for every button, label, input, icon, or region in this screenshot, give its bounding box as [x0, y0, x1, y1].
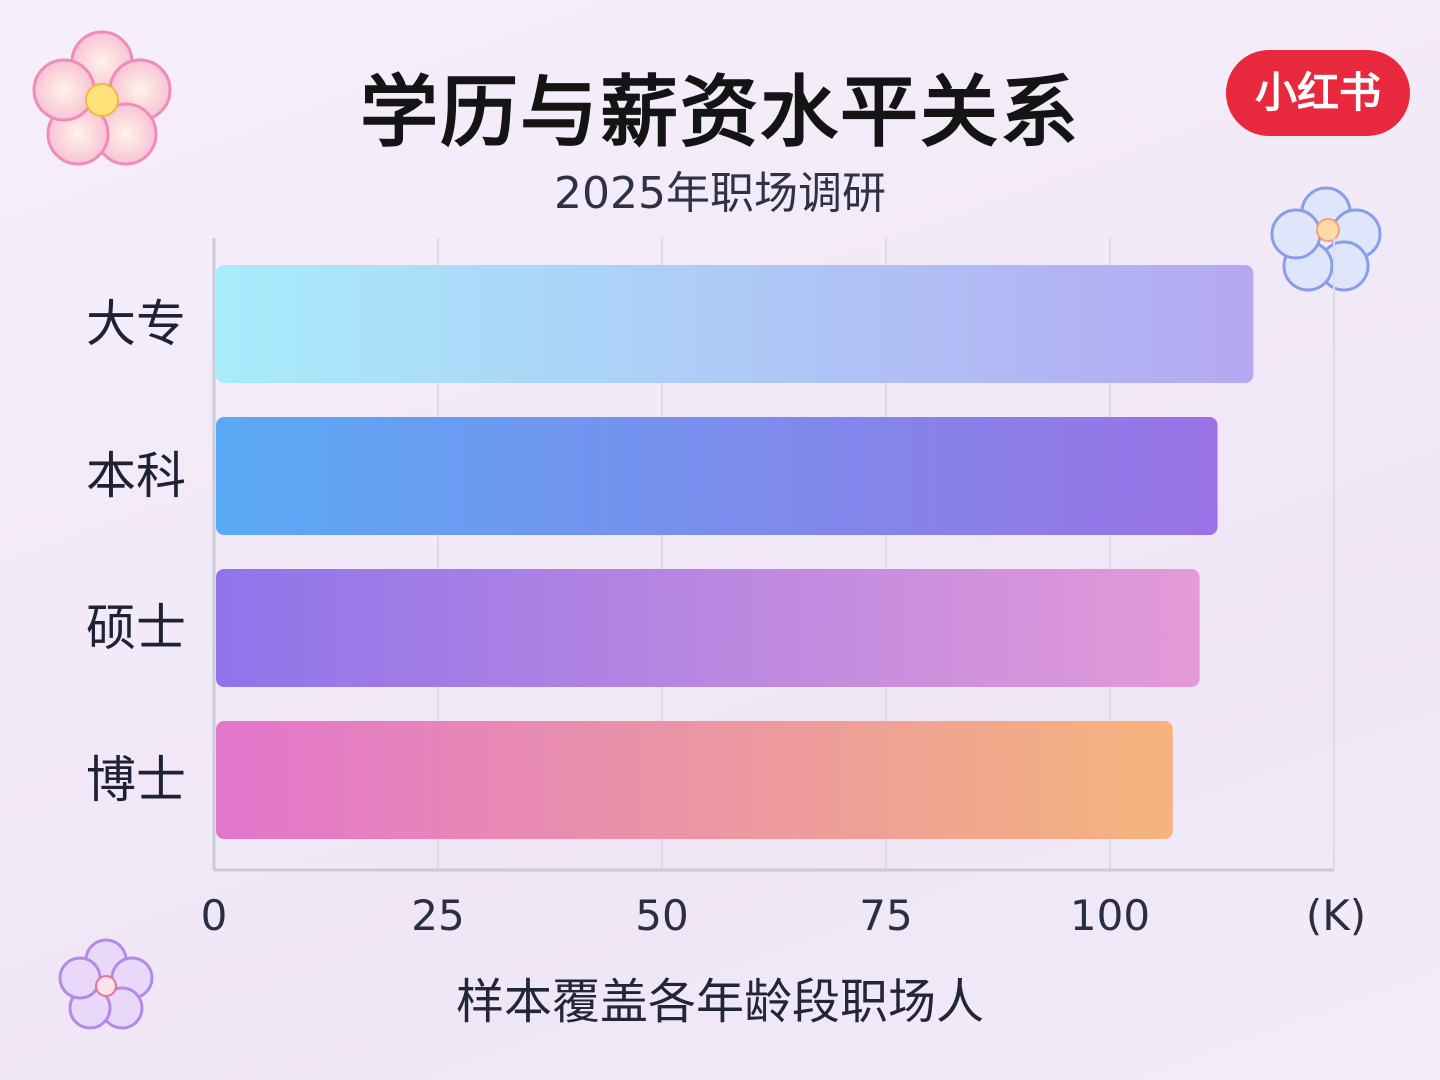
- x-tick-label: 100: [1070, 891, 1150, 940]
- y-tick-label: 大专: [86, 295, 186, 353]
- y-tick-label: 硕士: [86, 599, 186, 657]
- x-tick-label: 75: [859, 891, 912, 940]
- x-axis-label: 样本覆盖各年龄段职场人: [455, 974, 984, 1030]
- bar: [216, 265, 1254, 383]
- chart-subtitle: 2025年职场调研: [554, 168, 886, 219]
- chart-title: 学历与薪资水平关系: [359, 68, 1080, 158]
- x-axis-unit: (K): [1306, 891, 1366, 940]
- bar: [216, 417, 1218, 535]
- y-tick-label: 博士: [86, 751, 186, 809]
- brand-badge: 小红书: [1226, 50, 1410, 136]
- bar: [216, 721, 1173, 839]
- bar: [216, 569, 1200, 687]
- x-tick-label: 0: [201, 891, 228, 940]
- x-tick-label: 50: [635, 891, 688, 940]
- y-tick-label: 本科: [86, 447, 186, 505]
- flower-icon: [32, 30, 172, 166]
- flower-icon: [1270, 186, 1382, 292]
- flower-icon: [58, 938, 154, 1030]
- x-tick-label: 25: [411, 891, 464, 940]
